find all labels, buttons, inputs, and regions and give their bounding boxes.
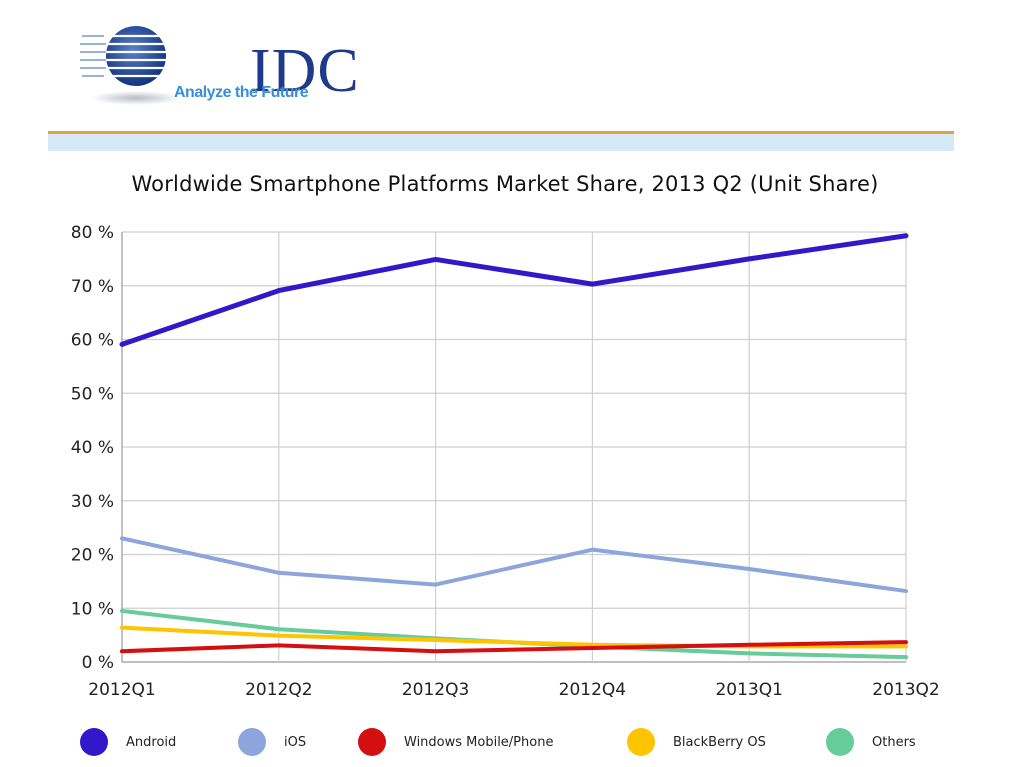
header-rule-gold — [48, 131, 954, 134]
legend-item-android: Android — [80, 727, 176, 757]
y-tick-label: 20 % — [71, 546, 114, 566]
y-tick-label: 40 % — [71, 438, 114, 458]
x-tick-label: 2013Q1 — [715, 680, 782, 700]
idc-logo: IDC Analyze the Future — [78, 22, 359, 110]
legend-swatch — [826, 728, 854, 756]
y-tick-label: 60 % — [71, 331, 114, 351]
legend-item-others: Others — [826, 727, 916, 757]
x-axis-ticks: 2012Q1 2012Q2 2012Q3 2012Q4 2013Q1 2013Q2 — [88, 680, 939, 700]
chart-series-lines — [119, 233, 909, 660]
legend-label: BlackBerry OS — [673, 734, 766, 750]
chart-title: Worldwide Smartphone Platforms Market Sh… — [131, 172, 879, 196]
series-line-windows-mobile-phone — [120, 640, 908, 654]
x-tick-label: 2012Q1 — [88, 680, 155, 700]
series-line-ios — [120, 536, 908, 594]
line-chart: 0 % 10 % 20 % 30 % 40 % 50 % 60 % 70 % 80 % 2012… — [71, 223, 940, 700]
legend-swatch — [238, 728, 266, 756]
header-band-blue — [48, 134, 954, 151]
legend-item-ios: iOS — [238, 727, 306, 757]
legend-label: Others — [872, 734, 916, 750]
y-tick-label: 50 % — [71, 384, 114, 404]
legend-item-windows-mobile-phone: Windows Mobile/Phone — [358, 727, 553, 757]
y-tick-label: 30 % — [71, 492, 114, 512]
x-tick-label: 2012Q4 — [559, 680, 626, 700]
y-tick-label: 0 % — [82, 653, 114, 673]
chart-grid — [121, 231, 907, 663]
series-line-android — [119, 233, 909, 347]
x-tick-label: 2013Q2 — [872, 680, 939, 700]
y-tick-label: 80 % — [71, 223, 114, 243]
logo-wordmark: IDC — [250, 37, 360, 105]
y-tick-label: 10 % — [71, 599, 114, 619]
legend-swatch — [358, 728, 386, 756]
x-tick-label: 2012Q2 — [245, 680, 312, 700]
series-line-blackberry-os — [120, 625, 908, 649]
legend-swatch — [627, 728, 655, 756]
globe-logo-icon — [78, 26, 178, 105]
logo-tagline: Analyze the Future — [174, 84, 309, 101]
y-tick-label: 70 % — [71, 277, 114, 297]
legend-swatch — [80, 728, 108, 756]
y-axis-ticks: 0 % 10 % 20 % 30 % 40 % 50 % 60 % 70 % 80 % — [71, 223, 114, 673]
legend-label: Windows Mobile/Phone — [404, 734, 554, 750]
legend-label: Android — [126, 734, 177, 750]
legend-label: iOS — [284, 734, 307, 750]
x-tick-label: 2012Q3 — [402, 680, 469, 700]
legend-item-blackberry-os: BlackBerry OS — [627, 727, 766, 757]
